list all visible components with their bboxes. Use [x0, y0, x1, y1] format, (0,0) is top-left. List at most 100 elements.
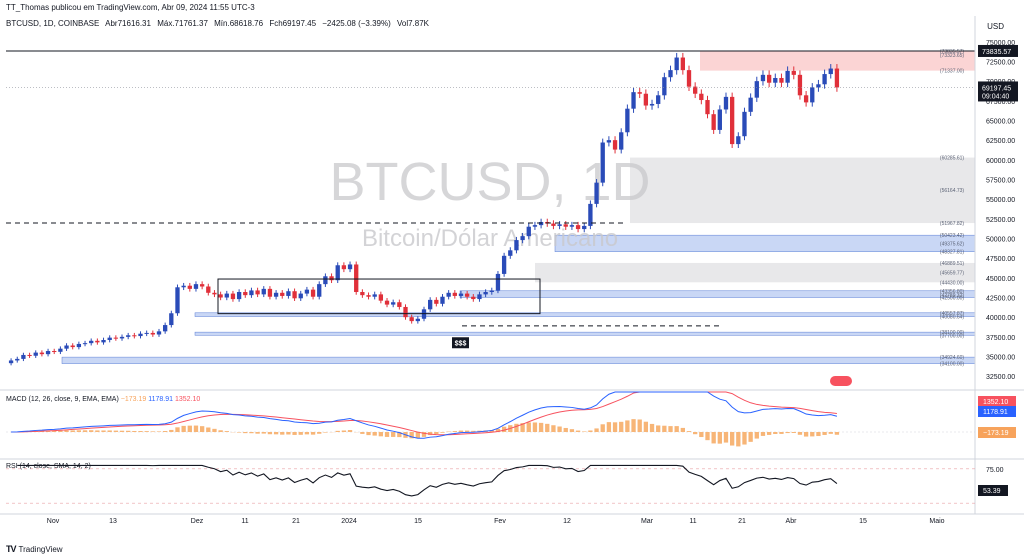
level-label: (46889.51) — [940, 261, 965, 267]
candle — [181, 285, 186, 288]
macd-histogram-bar — [582, 431, 587, 432]
level-label: (34100.00) — [940, 362, 965, 368]
macd-histogram-bar — [212, 428, 217, 432]
price-tick: 52500.00 — [986, 217, 1015, 224]
candle — [236, 292, 242, 300]
macd-histogram-bar — [514, 423, 519, 432]
macd-hist-value: −173.19 — [120, 396, 147, 403]
macd-histogram-bar — [317, 432, 322, 434]
last-price-value: 69197.45 — [982, 85, 1011, 92]
candle — [323, 276, 328, 285]
candle — [489, 290, 494, 293]
candle — [119, 336, 125, 339]
macd-histogram-bar — [193, 425, 199, 432]
candle — [354, 264, 359, 293]
macd-histogram-bar — [267, 432, 273, 435]
price-tick: 35000.00 — [986, 355, 1015, 362]
candle — [680, 57, 686, 71]
macd-histogram-bar — [113, 430, 119, 432]
price-tick: 62500.00 — [986, 138, 1015, 145]
candle — [458, 293, 464, 296]
macd-histogram-bar — [625, 420, 630, 432]
macd-histogram-bar — [729, 432, 735, 446]
watermark-name: Bitcoin/Dólar Americano — [362, 225, 618, 252]
candle — [803, 95, 809, 103]
zone-0 — [700, 50, 975, 71]
time-tick: Nov — [47, 518, 60, 525]
candle — [810, 87, 815, 103]
candle — [27, 354, 32, 356]
price-tick: 37500.00 — [986, 335, 1015, 342]
close-value: Fch69197.45 — [269, 19, 317, 28]
macd-histogram-bar — [440, 432, 445, 433]
macd-histogram-bar — [101, 430, 106, 432]
candle — [495, 273, 501, 291]
macd-histogram-bar — [662, 425, 667, 432]
time-tick: Fev — [494, 518, 506, 525]
macd-histogram-bar — [64, 430, 69, 432]
candle — [816, 84, 821, 88]
macd-histogram-bar — [452, 431, 457, 432]
macd-tag — [978, 396, 1016, 407]
candle — [588, 203, 593, 226]
candle — [440, 296, 445, 304]
level-label: (48327.81) — [940, 250, 965, 256]
macd-histogram-bar — [680, 427, 686, 432]
candle — [785, 70, 790, 83]
time-tick: 12 — [563, 518, 571, 525]
candle — [773, 77, 778, 83]
macd-histogram-bar — [292, 432, 297, 435]
candle — [409, 317, 414, 322]
candle — [101, 340, 106, 343]
macd-histogram-bar — [471, 430, 476, 432]
price-tick: 72500.00 — [986, 59, 1015, 66]
high-value: Máx.71761.37 — [157, 19, 208, 28]
zone-1 — [630, 157, 975, 224]
candle — [575, 225, 581, 230]
macd-histogram-bar — [45, 430, 51, 432]
candle — [255, 290, 260, 295]
time-tick: Dez — [191, 518, 204, 525]
macd-histogram-bar — [686, 431, 692, 432]
candle — [224, 293, 229, 298]
brand-label[interactable]: TradingView — [18, 544, 63, 554]
macd-histogram-bar — [360, 432, 365, 434]
macd-histogram-bar — [705, 432, 710, 441]
candle — [126, 335, 131, 337]
macd-histogram-bar — [366, 432, 371, 436]
candle — [372, 294, 377, 297]
candle — [150, 332, 155, 335]
macd-line — [11, 391, 838, 439]
macd-histogram-bar — [372, 432, 377, 436]
candle — [742, 111, 747, 137]
candle — [686, 70, 692, 87]
price-tick: 67500.00 — [986, 99, 1015, 106]
candle — [551, 223, 556, 226]
candle — [82, 343, 88, 345]
macd-histogram-bar — [773, 432, 778, 435]
level-label: (50423.42) — [940, 233, 965, 239]
overlays-layer: $$$ — [6, 50, 975, 386]
level-label: (42500.00) — [940, 296, 965, 302]
time-tick: 21 — [292, 518, 300, 525]
candle — [674, 57, 679, 71]
candle — [347, 264, 353, 270]
macd-tag — [978, 406, 1016, 417]
candle — [89, 340, 94, 344]
candle — [156, 331, 162, 335]
candle — [292, 291, 297, 299]
macd-histogram-bar — [58, 430, 63, 432]
symbol-label[interactable]: BTCUSD, 1D, COINBASE — [6, 19, 100, 28]
macd-signal-value: 1352.10 — [174, 396, 201, 403]
macd-histogram-bar — [674, 426, 679, 432]
publisher-header: TT_Thomas publicou em TradingView.com, A… — [6, 3, 255, 12]
candle — [286, 291, 291, 296]
footer: TV TradingView — [6, 544, 63, 554]
tradingview-logo-icon: TV — [6, 544, 16, 554]
macd-histogram-bar — [421, 432, 427, 437]
macd-histogram-bar — [803, 432, 809, 437]
zone-7 — [61, 356, 976, 364]
rsi-pane: 75.00 53.39 — [0, 458, 1024, 504]
macd-histogram-bar — [754, 432, 759, 439]
